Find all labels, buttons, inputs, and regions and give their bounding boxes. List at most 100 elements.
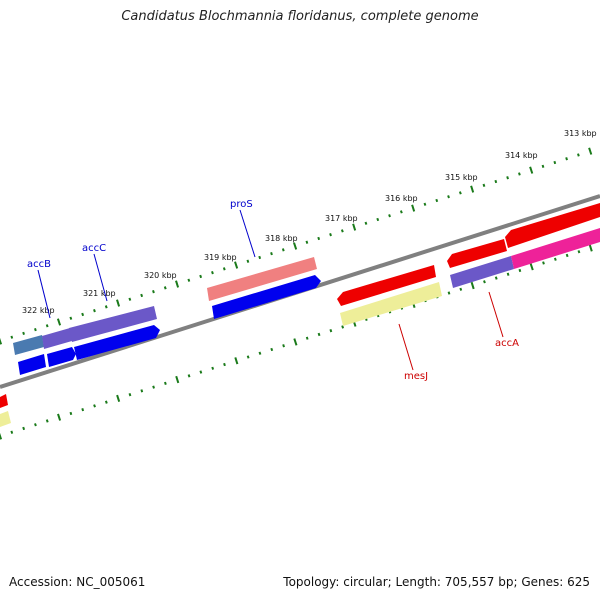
gene-mesJ-inner[interactable] bbox=[340, 282, 442, 326]
inner-track-minor-tick bbox=[164, 381, 167, 385]
genome-summary-text: Topology: circular; Length: 705,557 bp; … bbox=[283, 575, 590, 589]
gene-accC-inner[interactable] bbox=[74, 325, 160, 360]
outer-track-minor-tick bbox=[163, 286, 167, 290]
inner-track-minor-tick bbox=[128, 392, 132, 397]
gene-label-proS[interactable]: proS bbox=[230, 199, 253, 210]
inner-track-minor-tick bbox=[93, 404, 96, 408]
inner-track-minor-tick bbox=[518, 268, 522, 273]
outer-track-minor-tick bbox=[482, 183, 486, 188]
inner-track-major-tick bbox=[0, 432, 3, 440]
gene-label-accC[interactable]: accC bbox=[82, 243, 106, 254]
inner-track-minor-tick bbox=[258, 351, 262, 355]
inner-track-minor-tick bbox=[104, 400, 108, 404]
inner-track-minor-tick bbox=[577, 250, 581, 254]
outer-track-minor-tick bbox=[140, 293, 144, 298]
tick-label-318: 318 kbp bbox=[265, 234, 298, 243]
inner-track-minor-tick bbox=[69, 411, 73, 416]
gene-labels: accB accC proS mesJ accA bbox=[27, 199, 519, 382]
inner-track-minor-tick bbox=[140, 389, 144, 393]
inner-track-minor-tick bbox=[152, 385, 155, 389]
outer-track-minor-tick bbox=[376, 217, 380, 222]
outer-track-minor-tick bbox=[565, 157, 568, 161]
outer-track-minor-tick bbox=[199, 274, 203, 279]
outer-track-minor-tick bbox=[577, 153, 580, 157]
gene-accB-inner[interactable] bbox=[18, 354, 46, 375]
gene-accC-inner-left[interactable] bbox=[47, 347, 76, 367]
outer-track-minor-tick bbox=[317, 236, 321, 241]
outer-track-major-tick bbox=[234, 261, 239, 269]
outer-track-minor-tick bbox=[340, 229, 344, 233]
outer-track-minor-tick bbox=[494, 179, 498, 184]
outer-track-major-tick bbox=[56, 318, 62, 326]
outer-track-major-tick bbox=[411, 204, 416, 212]
inner-track-minor-tick bbox=[187, 374, 191, 378]
gene-accA-inner-pink[interactable] bbox=[511, 228, 600, 269]
inner-track-minor-tick bbox=[246, 355, 250, 359]
inner-track-minor-tick bbox=[317, 332, 321, 337]
inner-track-minor-tick bbox=[34, 423, 37, 427]
inner-track-minor-tick bbox=[22, 426, 26, 431]
gene-proS-inner[interactable] bbox=[212, 275, 321, 319]
gene-callouts bbox=[37, 209, 504, 371]
outer-track-minor-tick bbox=[69, 316, 73, 320]
inner-track-minor-tick bbox=[483, 280, 486, 284]
inner-track-minor-tick bbox=[329, 328, 333, 333]
outer-track-minor-tick bbox=[81, 312, 85, 317]
outer-track-minor-tick bbox=[399, 210, 403, 214]
forward-genes bbox=[13, 257, 321, 375]
inner-track-minor-tick bbox=[282, 344, 285, 348]
outer-track-minor-tick bbox=[152, 289, 155, 294]
inner-track-minor-tick bbox=[45, 419, 49, 423]
gene-label-accB[interactable]: accB bbox=[27, 259, 51, 270]
gene-accB-outer[interactable] bbox=[13, 335, 44, 355]
inner-track-minor-tick bbox=[341, 325, 345, 329]
inner-track-minor-tick bbox=[553, 257, 557, 261]
gene-lower-left-yellow[interactable] bbox=[0, 411, 11, 427]
gene-label-accA[interactable]: accA bbox=[495, 338, 519, 349]
outer-track-minor-tick bbox=[187, 278, 191, 282]
outer-tick-track bbox=[0, 147, 593, 345]
outer-track-minor-tick bbox=[93, 308, 96, 313]
tick-label-319: 319 kbp bbox=[204, 253, 237, 262]
gene-accA-inner-purple[interactable] bbox=[450, 256, 514, 288]
tick-label-320: 320 kbp bbox=[144, 271, 177, 280]
outer-track-minor-tick bbox=[128, 297, 132, 301]
inner-track-major-tick bbox=[116, 394, 121, 403]
inner-track-major-tick bbox=[529, 263, 534, 271]
outer-track-major-tick bbox=[116, 299, 121, 307]
gene-label-mesJ[interactable]: mesJ bbox=[404, 371, 428, 382]
map-title: Candidatus Blochmannia floridanus, compl… bbox=[121, 9, 479, 24]
gene-accA-outer-red[interactable] bbox=[447, 239, 507, 268]
outer-track-minor-tick bbox=[22, 331, 25, 335]
tick-label-314: 314 kbp bbox=[505, 151, 538, 160]
inner-track-minor-tick bbox=[494, 276, 498, 280]
outer-track-major-tick bbox=[0, 337, 3, 345]
outer-track-major-tick bbox=[352, 223, 357, 231]
inner-track-major-tick bbox=[57, 413, 62, 421]
gene-mesJ-outer[interactable] bbox=[337, 265, 436, 306]
inner-track-major-tick bbox=[588, 244, 593, 252]
outer-track-minor-tick bbox=[506, 176, 509, 180]
gene-lower-left-red[interactable] bbox=[0, 394, 8, 408]
tick-label-317: 317 kbp bbox=[325, 214, 358, 223]
gene-proS-outer[interactable] bbox=[207, 257, 317, 301]
gene-accA-outer-red-right[interactable] bbox=[505, 203, 600, 248]
outer-track-minor-tick bbox=[211, 270, 214, 275]
outer-track-minor-tick bbox=[423, 202, 427, 206]
tick-label-313: 313 kbp bbox=[564, 129, 597, 138]
outer-track-minor-tick bbox=[10, 335, 14, 339]
inner-track-minor-tick bbox=[305, 336, 309, 340]
outer-track-minor-tick bbox=[305, 240, 309, 244]
outer-track-minor-tick bbox=[258, 255, 262, 260]
inner-track-minor-tick bbox=[542, 261, 545, 265]
outer-track-major-tick bbox=[529, 166, 534, 174]
inner-track-major-tick bbox=[234, 357, 239, 365]
tick-label-322: 322 kbp bbox=[22, 306, 55, 315]
gene-accC-outer[interactable] bbox=[69, 306, 157, 342]
outer-track-minor-tick bbox=[45, 324, 49, 328]
inner-track-minor-tick bbox=[199, 370, 203, 374]
inner-track-minor-tick bbox=[81, 408, 85, 412]
gene-accC-outer-left[interactable] bbox=[42, 328, 72, 349]
outer-track-minor-tick bbox=[518, 172, 521, 176]
